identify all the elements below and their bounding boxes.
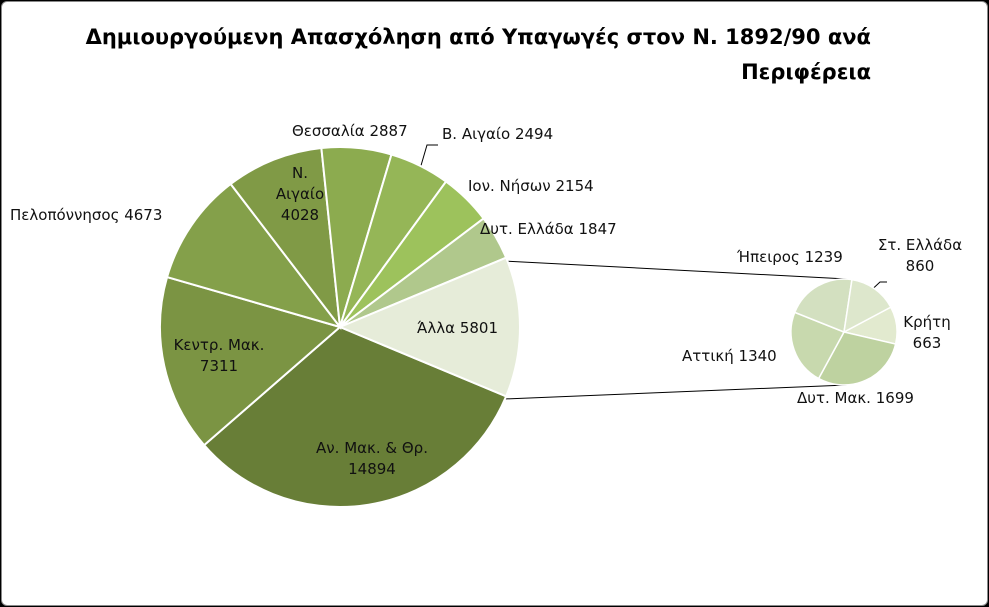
label-category: Κεντρ. Μακ. xyxy=(173,336,265,354)
label-value: 5801 xyxy=(459,319,498,337)
label-value: 14894 xyxy=(348,460,396,478)
data-label: Άλλα 5801 xyxy=(417,318,498,339)
pie-slice xyxy=(159,275,343,447)
data-label: Ήπειρος 1239 xyxy=(737,247,843,268)
pie-slice xyxy=(790,311,846,380)
label-value: 4028 xyxy=(280,206,320,224)
label-category: Ήπειρος xyxy=(737,248,800,266)
label-category: Αν. Μακ. & Θρ. xyxy=(316,439,428,457)
label-category: Στ. Ελλάδα xyxy=(877,236,963,254)
data-label: Στ. Ελλάδα 860 xyxy=(878,235,962,277)
label-value: 4673 xyxy=(124,206,163,224)
label-category: Αττική xyxy=(682,347,734,365)
connector xyxy=(503,384,848,400)
data-label: Β. Αιγαίο 2494 xyxy=(442,124,553,145)
data-label: Θεσσαλία 2887 xyxy=(292,121,408,142)
label-value: 1699 xyxy=(875,389,914,407)
leader-line xyxy=(419,144,438,170)
label-value: 1340 xyxy=(738,347,777,365)
data-label: Κρήτη 663 xyxy=(903,312,950,354)
label-category: Πελοπόννησος xyxy=(10,206,120,224)
label-category: Ν. Αιγαίο xyxy=(275,164,325,203)
label-category: Ιον. Νήσων xyxy=(468,177,551,195)
pie-slice xyxy=(202,325,508,508)
label-category: Δυτ. Ελλάδα xyxy=(480,220,574,238)
data-label: Κεντρ. Μακ. 7311 xyxy=(174,335,265,377)
label-category: Β. Αιγαίο xyxy=(442,125,511,143)
label-value: 2494 xyxy=(514,125,554,143)
label-value: 860 xyxy=(905,257,935,275)
data-label: Αττική 1340 xyxy=(682,346,777,367)
pie-slice xyxy=(817,331,897,386)
data-label: Δυτ. Μακ. 1699 xyxy=(797,388,914,409)
label-value: 1239 xyxy=(804,248,843,266)
label-category: Άλλα xyxy=(417,319,456,337)
pie-slice xyxy=(229,146,342,331)
data-label: Αν. Μακ. & Θρ. 14894 xyxy=(316,438,428,480)
pie-slice xyxy=(793,278,853,334)
data-label: Ν. Αιγαίο 4028 xyxy=(270,163,330,226)
pie-slice xyxy=(337,256,521,398)
connector xyxy=(503,260,848,280)
data-label: Δυτ. Ελλάδα 1847 xyxy=(480,219,617,240)
label-category: Θεσσαλία xyxy=(292,122,365,140)
label-category: Δυτ. Μακ. xyxy=(797,389,871,407)
label-category: Κρήτη xyxy=(903,313,951,331)
chart-title: Δημιουργούμενη Απασχόληση από Υπαγωγές σ… xyxy=(85,25,871,84)
pie-slice xyxy=(843,278,892,334)
pie-slice xyxy=(165,182,343,329)
label-value: 1847 xyxy=(578,220,617,238)
data-label: Ιον. Νήσων 2154 xyxy=(468,176,594,197)
label-value: 2887 xyxy=(369,122,408,140)
data-label: Πελοπόννησος 4673 xyxy=(10,205,162,226)
label-value: 663 xyxy=(912,334,942,352)
label-value: 7311 xyxy=(199,357,239,375)
label-value: 2154 xyxy=(555,177,594,195)
